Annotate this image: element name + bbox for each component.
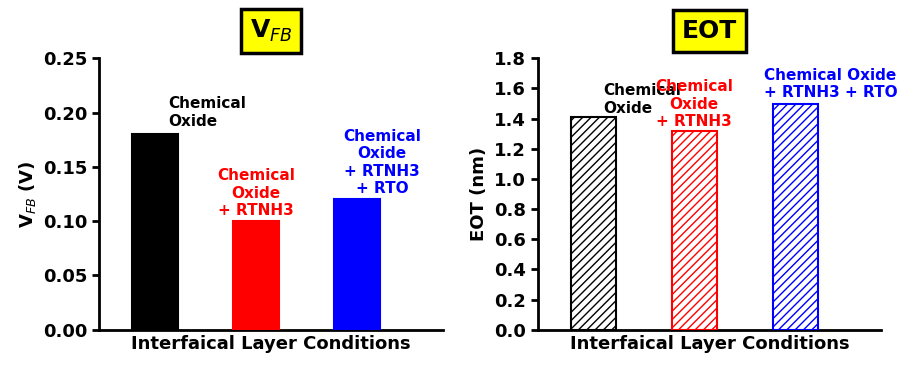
- Bar: [570, 117, 616, 330]
- X-axis label: Interfaical Layer Conditions: Interfaical Layer Conditions: [569, 335, 849, 353]
- Text: Chemical
Oxide
+ RTNH3: Chemical Oxide + RTNH3: [656, 79, 734, 129]
- Bar: [233, 221, 279, 330]
- Text: Chemical
Oxide
+ RTNH3: Chemical Oxide + RTNH3: [217, 168, 295, 218]
- Text: Chemical
Oxide: Chemical Oxide: [603, 83, 681, 115]
- Text: Chemical
Oxide
+ RTNH3
+ RTO: Chemical Oxide + RTNH3 + RTO: [343, 129, 421, 196]
- Y-axis label: V$_{FB}$ (V): V$_{FB}$ (V): [17, 160, 38, 228]
- Text: Chemical Oxide
+ RTNH3 + RTO: Chemical Oxide + RTNH3 + RTO: [764, 68, 898, 101]
- Bar: [334, 199, 380, 330]
- Bar: [772, 104, 818, 330]
- X-axis label: Interfaical Layer Conditions: Interfaical Layer Conditions: [131, 335, 411, 353]
- Text: EOT: EOT: [681, 19, 737, 43]
- Y-axis label: EOT (nm): EOT (nm): [470, 147, 489, 241]
- Bar: [132, 134, 178, 330]
- Text: Chemical
Oxide: Chemical Oxide: [168, 97, 246, 129]
- Bar: [671, 131, 717, 330]
- Text: V$_{FB}$: V$_{FB}$: [249, 18, 293, 44]
